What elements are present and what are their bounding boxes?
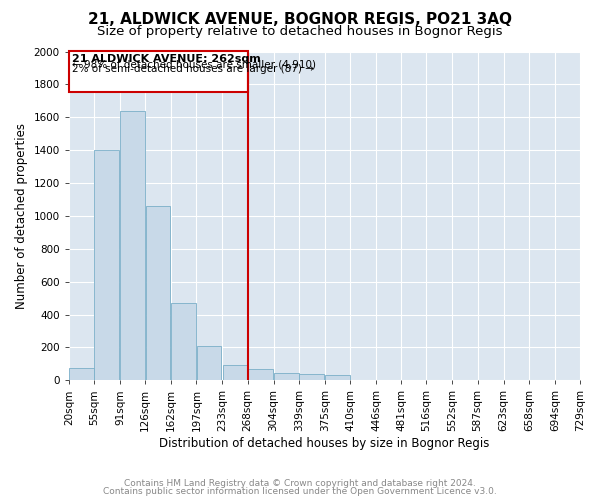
- Bar: [223, 364, 247, 380]
- Bar: [274, 373, 299, 380]
- Text: 21 ALDWICK AVENUE: 262sqm: 21 ALDWICK AVENUE: 262sqm: [73, 54, 261, 64]
- Text: 21, ALDWICK AVENUE, BOGNOR REGIS, PO21 3AQ: 21, ALDWICK AVENUE, BOGNOR REGIS, PO21 3…: [88, 12, 512, 28]
- Text: Contains HM Land Registry data © Crown copyright and database right 2024.: Contains HM Land Registry data © Crown c…: [124, 478, 476, 488]
- Text: ← 98% of detached houses are smaller (4,910): ← 98% of detached houses are smaller (4,…: [73, 60, 316, 70]
- Bar: [120, 110, 145, 380]
- Bar: [197, 346, 221, 380]
- Text: Size of property relative to detached houses in Bognor Regis: Size of property relative to detached ho…: [97, 25, 503, 38]
- Text: Contains public sector information licensed under the Open Government Licence v3: Contains public sector information licen…: [103, 487, 497, 496]
- Bar: [299, 374, 324, 380]
- Bar: [248, 369, 272, 380]
- Bar: [94, 150, 119, 380]
- Bar: [69, 368, 94, 380]
- Bar: [146, 206, 170, 380]
- Y-axis label: Number of detached properties: Number of detached properties: [15, 123, 28, 309]
- Bar: [325, 376, 350, 380]
- X-axis label: Distribution of detached houses by size in Bognor Regis: Distribution of detached houses by size …: [159, 437, 490, 450]
- Text: 2% of semi-detached houses are larger (87) →: 2% of semi-detached houses are larger (8…: [73, 64, 314, 74]
- Bar: [69, 52, 248, 92]
- Bar: [172, 303, 196, 380]
